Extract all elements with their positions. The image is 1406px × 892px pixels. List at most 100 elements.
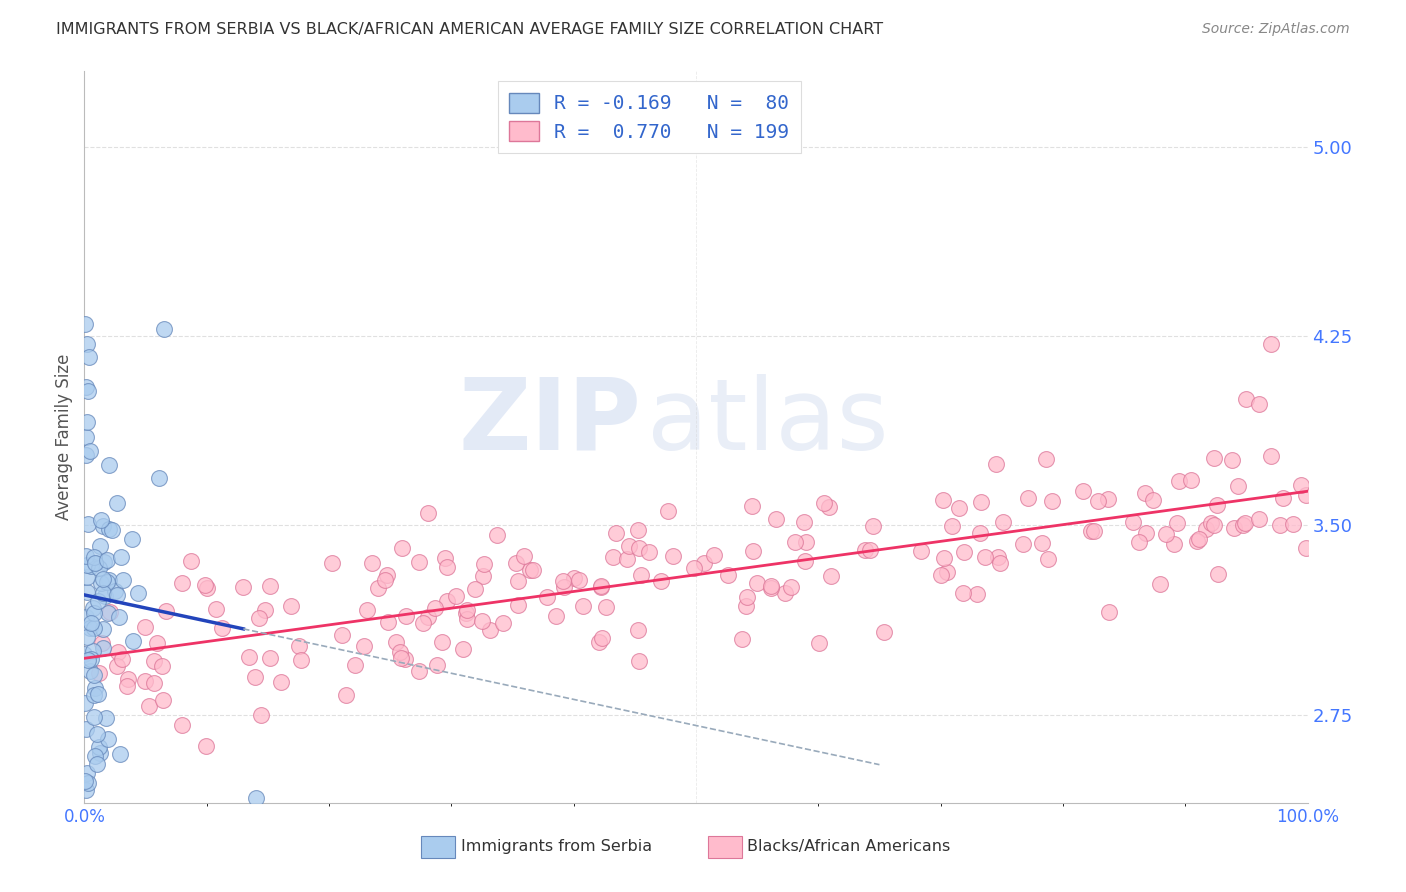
Point: [75, 609, 97, 624]
Point: [987, 549, 1010, 564]
Point: [1154, 527, 1177, 541]
Text: Blacks/African Americans: Blacks/African Americans: [748, 839, 950, 855]
Point: [245, 790, 267, 805]
Point: [250, 708, 273, 723]
Point: [1268, 517, 1291, 532]
Point: [395, 609, 418, 624]
Point: [735, 599, 758, 614]
Point: [973, 550, 995, 565]
Point: [343, 658, 366, 673]
Point: [1042, 494, 1064, 508]
Point: [813, 496, 835, 510]
Point: [616, 551, 638, 566]
Text: IMMIGRANTS FROM SERBIA VS BLACK/AFRICAN AMERICAN AVERAGE FAMILY SIZE CORRELATION: IMMIGRANTS FROM SERBIA VS BLACK/AFRICAN …: [56, 22, 883, 37]
Point: [630, 568, 652, 582]
Point: [408, 555, 430, 569]
Point: [83, 667, 105, 681]
Point: [456, 612, 478, 626]
Point: [1188, 532, 1211, 546]
Point: [83, 556, 105, 570]
Point: [91, 622, 114, 636]
Point: [138, 698, 160, 713]
Point: [290, 653, 312, 667]
Point: [172, 718, 194, 732]
Point: [83, 549, 105, 564]
Point: [862, 518, 884, 533]
Point: [595, 599, 617, 614]
Point: [936, 565, 959, 579]
Point: [335, 688, 357, 702]
Point: [76, 336, 98, 351]
Point: [96, 575, 118, 590]
Point: [1083, 524, 1105, 538]
Point: [356, 602, 378, 616]
Point: [471, 615, 494, 629]
Point: [492, 616, 515, 631]
Point: [591, 631, 613, 645]
Point: [91, 572, 114, 586]
Point: [152, 692, 174, 706]
Point: [211, 621, 233, 635]
Point: [436, 559, 458, 574]
Point: [107, 496, 129, 510]
Point: [75, 549, 97, 563]
Point: [1012, 536, 1035, 550]
FancyBboxPatch shape: [420, 836, 456, 858]
Point: [434, 551, 457, 566]
Point: [1122, 515, 1144, 529]
Point: [966, 587, 988, 601]
Point: [247, 611, 270, 625]
Point: [472, 569, 495, 583]
Point: [737, 590, 759, 604]
Point: [783, 535, 806, 549]
Point: [83, 621, 105, 635]
Point: [451, 641, 474, 656]
Point: [775, 585, 797, 599]
Point: [793, 554, 815, 568]
Point: [485, 528, 508, 542]
Point: [76, 558, 98, 572]
Point: [1222, 452, 1244, 467]
Point: [77, 775, 100, 789]
Point: [1128, 535, 1150, 549]
Point: [79, 621, 101, 635]
Point: [793, 516, 815, 530]
Point: [73, 774, 96, 789]
Point: [1180, 473, 1202, 487]
Point: [107, 645, 129, 659]
Point: [628, 654, 651, 668]
Point: [637, 545, 659, 559]
Point: [446, 589, 468, 603]
Point: [1166, 516, 1188, 531]
Text: ZIP: ZIP: [458, 374, 641, 471]
Point: [568, 573, 591, 587]
Point: [108, 747, 131, 761]
Point: [110, 550, 132, 565]
Point: [820, 569, 842, 583]
Point: [238, 650, 260, 665]
Point: [683, 561, 706, 575]
Point: [75, 722, 97, 736]
Point: [374, 573, 396, 587]
Point: [89, 740, 111, 755]
Point: [127, 585, 149, 599]
Point: [808, 635, 831, 649]
Point: [1202, 451, 1225, 466]
Point: [952, 586, 974, 600]
Point: [110, 652, 132, 666]
Point: [288, 640, 311, 654]
Point: [1260, 449, 1282, 463]
Point: [1272, 491, 1295, 505]
Point: [693, 557, 716, 571]
Point: [134, 620, 156, 634]
Point: [1031, 535, 1053, 549]
Point: [83, 606, 105, 620]
Point: [1236, 392, 1258, 407]
Point: [155, 604, 177, 618]
Point: [984, 457, 1007, 471]
Point: [1234, 516, 1257, 530]
Point: [80, 558, 103, 573]
Point: [479, 623, 502, 637]
Point: [75, 448, 97, 462]
Point: [993, 515, 1015, 529]
